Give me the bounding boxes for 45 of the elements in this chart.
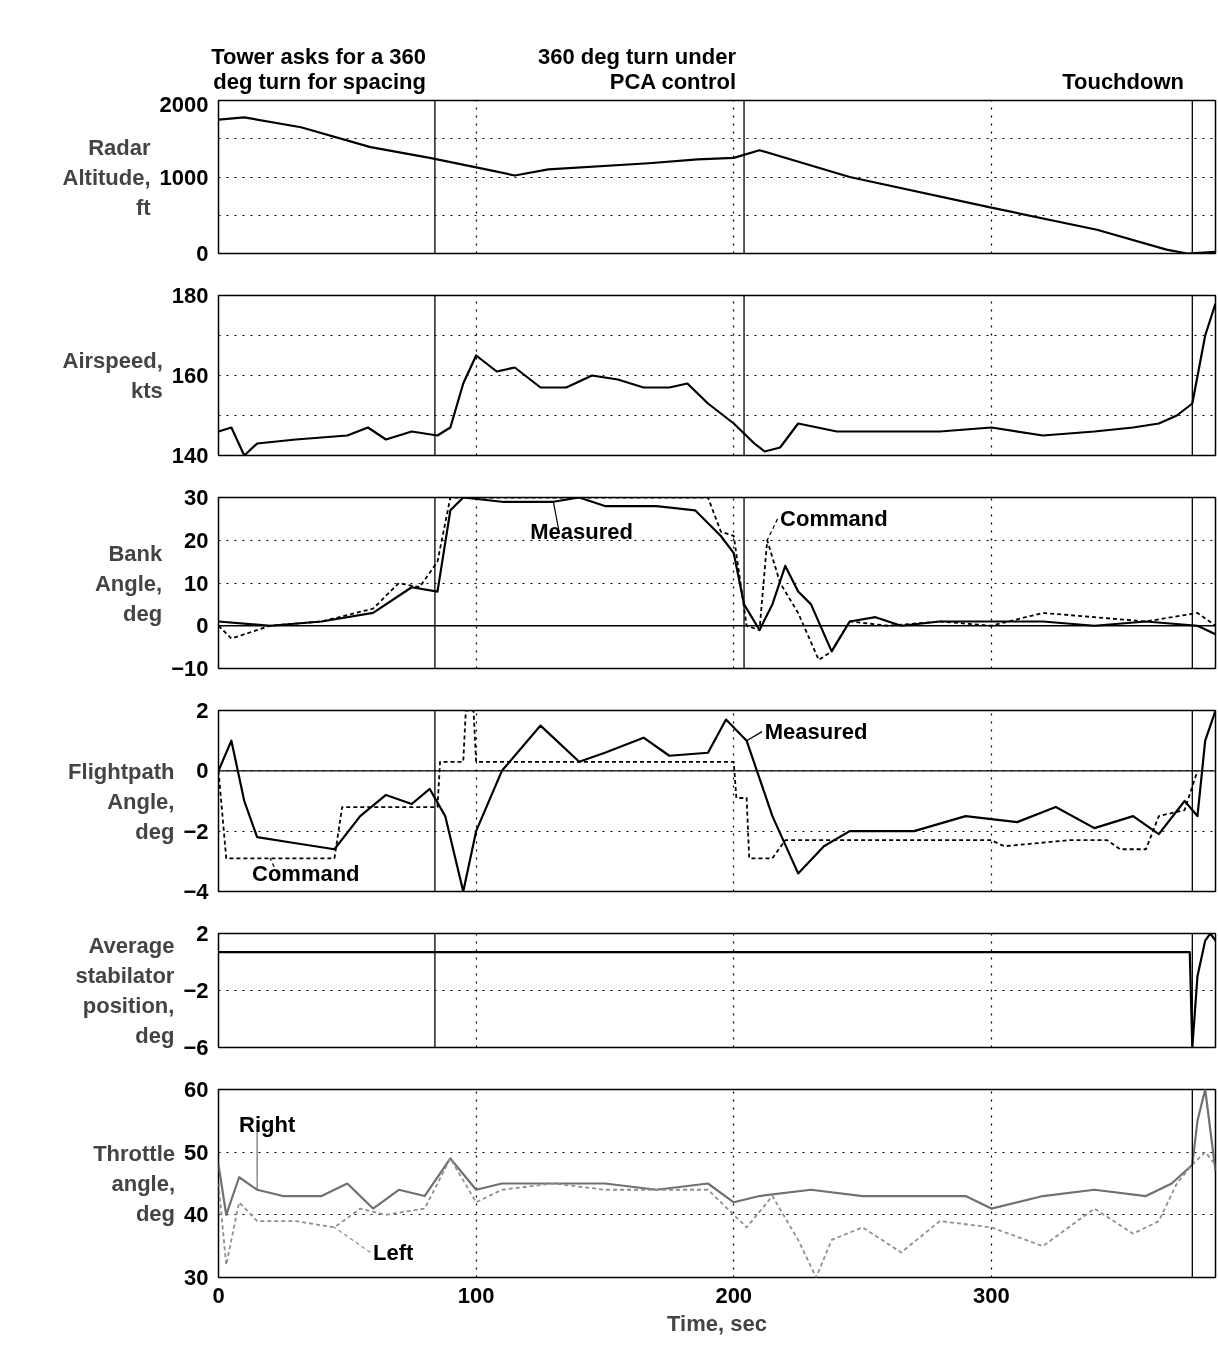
ref-line-label: Touchdown (1062, 69, 1184, 94)
ref-line-label: 360 deg turn under PCA control (537, 44, 736, 94)
y-tick-label: 0 (196, 758, 209, 784)
legend-label: Left (373, 1239, 415, 1265)
y-tick-label: 180 (171, 283, 209, 308)
ref-line-label: Tower asks for a 360 deg turn for spacing (211, 44, 426, 94)
x-axis-title: Time, sec (667, 1310, 767, 1336)
y-tick-label: 1000 (159, 164, 209, 190)
y-axis-title: Bank Angle, deg (94, 540, 163, 626)
y-tick-label: 2000 (159, 91, 209, 117)
x-tick-label: 300 (973, 1282, 1010, 1308)
y-tick-label: −10 (171, 656, 209, 681)
y-axis-title: Radar Altitude, ft (62, 134, 152, 220)
y-tick-label: 160 (171, 363, 209, 388)
y-tick-label: 0 (196, 613, 209, 639)
line-series (218, 933, 1216, 1048)
series-label: Right (239, 1112, 296, 1138)
y-tick-label: 2 (196, 698, 209, 723)
y-tick-label: −4 (183, 879, 210, 904)
y-tick-label: 0 (196, 241, 209, 266)
y-tick-label: 30 (184, 1265, 209, 1290)
y-tick-label: 50 (184, 1139, 209, 1165)
y-axis-title: Average stabilator position, deg (75, 933, 175, 1048)
y-axis-title: Throttle angle, deg (93, 1141, 176, 1226)
y-axis-title: Airspeed, kts (62, 348, 163, 403)
line-series (218, 1089, 1216, 1216)
x-tick-label: 100 (457, 1282, 495, 1308)
series-label: Measured (530, 519, 633, 545)
y-tick-label: −2 (183, 818, 209, 844)
y-tick-label: 20 (184, 527, 209, 553)
y-tick-label: −2 (183, 978, 209, 1003)
y-tick-label: 40 (184, 1202, 209, 1228)
y-tick-label: −6 (183, 1035, 209, 1060)
legend-label: Measured (764, 719, 868, 745)
legend-label: Command (780, 506, 888, 532)
line-series (218, 1151, 1216, 1278)
y-tick-label: 10 (184, 570, 209, 596)
y-tick-label: 140 (171, 443, 209, 468)
y-tick-label: 60 (184, 1077, 209, 1102)
x-tick-label: 200 (715, 1282, 753, 1308)
y-axis-title: Flightpath Angle, deg (68, 758, 175, 844)
y-tick-label: 2 (196, 921, 209, 946)
series-label: Command (251, 860, 360, 886)
y-tick-label: 30 (184, 485, 209, 510)
x-tick-label: 0 (212, 1282, 225, 1308)
